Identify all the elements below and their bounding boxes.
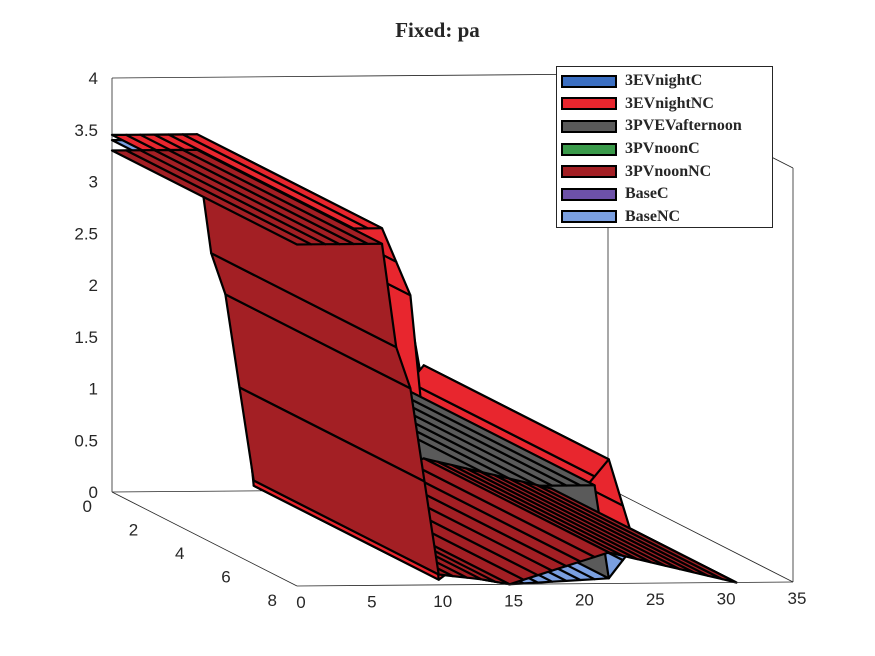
surface-patch xyxy=(181,148,384,245)
z-tick-label: 4 xyxy=(89,69,98,88)
z-tick-label: 3 xyxy=(89,173,98,192)
surface-plot xyxy=(110,133,738,586)
y-tick-label: 8 xyxy=(268,591,277,610)
z-tick-label: 1 xyxy=(89,380,98,399)
legend-swatch xyxy=(561,165,617,179)
legend-item: BaseNC xyxy=(561,206,772,229)
z-tick-label: 1.5 xyxy=(74,328,98,347)
legend-item: 3PVnoonNC xyxy=(561,160,772,183)
surface-patch xyxy=(181,133,384,230)
legend: 3EVnightC 3EVnightNC 3PVEVafternoon 3PVnoon… xyxy=(556,66,773,228)
z-tick-label: 0.5 xyxy=(74,431,98,450)
chart-title: Fixed: pa xyxy=(395,18,480,42)
x-tick-label: 5 xyxy=(367,592,376,611)
surface-patch xyxy=(238,386,440,576)
y-axis-ticks: 0 2 4 6 8 xyxy=(83,497,277,610)
z-tick-label: 0 xyxy=(89,483,98,502)
x-tick-label: 25 xyxy=(646,590,665,609)
y-tick-label: 4 xyxy=(175,544,184,563)
legend-item: 3EVnightNC xyxy=(561,93,772,116)
y-axis-line xyxy=(111,491,298,587)
x-tick-label: 15 xyxy=(504,591,523,610)
legend-label: BaseC xyxy=(625,185,669,203)
axes-box-front xyxy=(111,491,794,587)
legend-label: 3EVnightNC xyxy=(625,94,714,112)
legend-swatch xyxy=(561,74,617,88)
x-tick-label: 20 xyxy=(575,591,594,610)
legend-item: 3PVnoonC xyxy=(561,138,772,161)
box-edge xyxy=(607,487,794,583)
x-tick-label: 0 xyxy=(296,593,305,612)
x-axis-ticks: 0 5 10 15 20 25 30 35 xyxy=(296,589,806,612)
legend-swatch xyxy=(561,142,617,156)
y-tick-label: 0 xyxy=(83,497,92,516)
y-tick-label: 6 xyxy=(221,568,230,587)
legend-label: 3EVnightC xyxy=(625,72,703,90)
legend-label: 3PVnoonNC xyxy=(625,162,712,180)
legend-item: 3PVEVafternoon xyxy=(561,115,772,138)
z-tick-label: 2.5 xyxy=(74,224,98,243)
legend-swatch xyxy=(561,97,617,111)
legend-swatch xyxy=(561,119,617,133)
x-tick-label: 10 xyxy=(433,592,452,611)
legend-item: BaseC xyxy=(561,183,772,206)
legend-swatch xyxy=(561,210,617,224)
surface-patch xyxy=(408,364,610,478)
box-edge xyxy=(111,73,609,79)
x-tick-label: 35 xyxy=(788,589,807,608)
z-tick-label: 2 xyxy=(89,276,98,295)
legend-label: 3PVnoonC xyxy=(625,140,700,158)
x-tick-label: 30 xyxy=(717,590,736,609)
legend-label: 3PVEVafternoon xyxy=(625,117,742,135)
z-tick-label: 3.5 xyxy=(74,121,98,140)
legend-label: BaseNC xyxy=(625,207,681,225)
z-axis-ticks: 0 0.5 1 1.5 2 2.5 3 3.5 4 xyxy=(74,69,98,502)
y-tick-label: 2 xyxy=(129,521,138,540)
legend-swatch xyxy=(561,187,617,201)
legend-item: 3EVnightC xyxy=(561,70,772,93)
x-axis-line xyxy=(296,581,794,587)
